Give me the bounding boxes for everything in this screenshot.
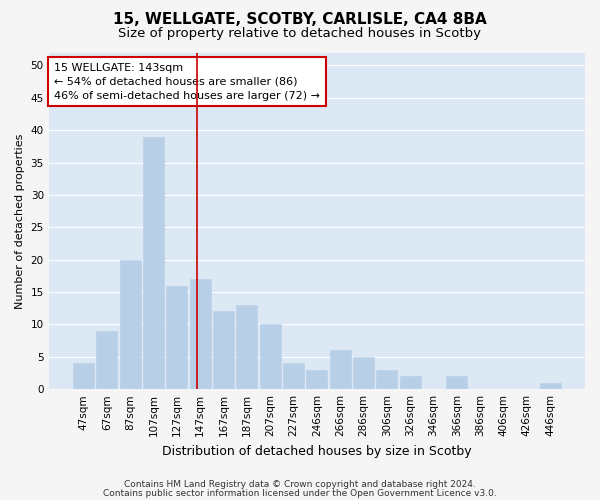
Bar [97,331,118,389]
Bar [307,370,328,389]
Bar [260,324,281,389]
Y-axis label: Number of detached properties: Number of detached properties [15,133,25,308]
Bar [353,357,374,389]
X-axis label: Distribution of detached houses by size in Scotby: Distribution of detached houses by size … [162,444,472,458]
Bar [73,364,94,389]
Text: 15, WELLGATE, SCOTBY, CARLISLE, CA4 8BA: 15, WELLGATE, SCOTBY, CARLISLE, CA4 8BA [113,12,487,28]
Text: Size of property relative to detached houses in Scotby: Size of property relative to detached ho… [119,28,482,40]
Bar [190,279,211,389]
Bar [120,260,140,389]
Bar [446,376,467,389]
Bar [400,376,421,389]
Bar [213,312,234,389]
Text: Contains HM Land Registry data © Crown copyright and database right 2024.: Contains HM Land Registry data © Crown c… [124,480,476,489]
Text: Contains public sector information licensed under the Open Government Licence v3: Contains public sector information licen… [103,489,497,498]
Bar [236,305,257,389]
Bar [283,364,304,389]
Bar [539,382,560,389]
Bar [166,286,187,389]
Bar [143,136,164,389]
Text: 15 WELLGATE: 143sqm
← 54% of detached houses are smaller (86)
46% of semi-detach: 15 WELLGATE: 143sqm ← 54% of detached ho… [54,62,320,100]
Bar [329,350,350,389]
Bar [376,370,397,389]
